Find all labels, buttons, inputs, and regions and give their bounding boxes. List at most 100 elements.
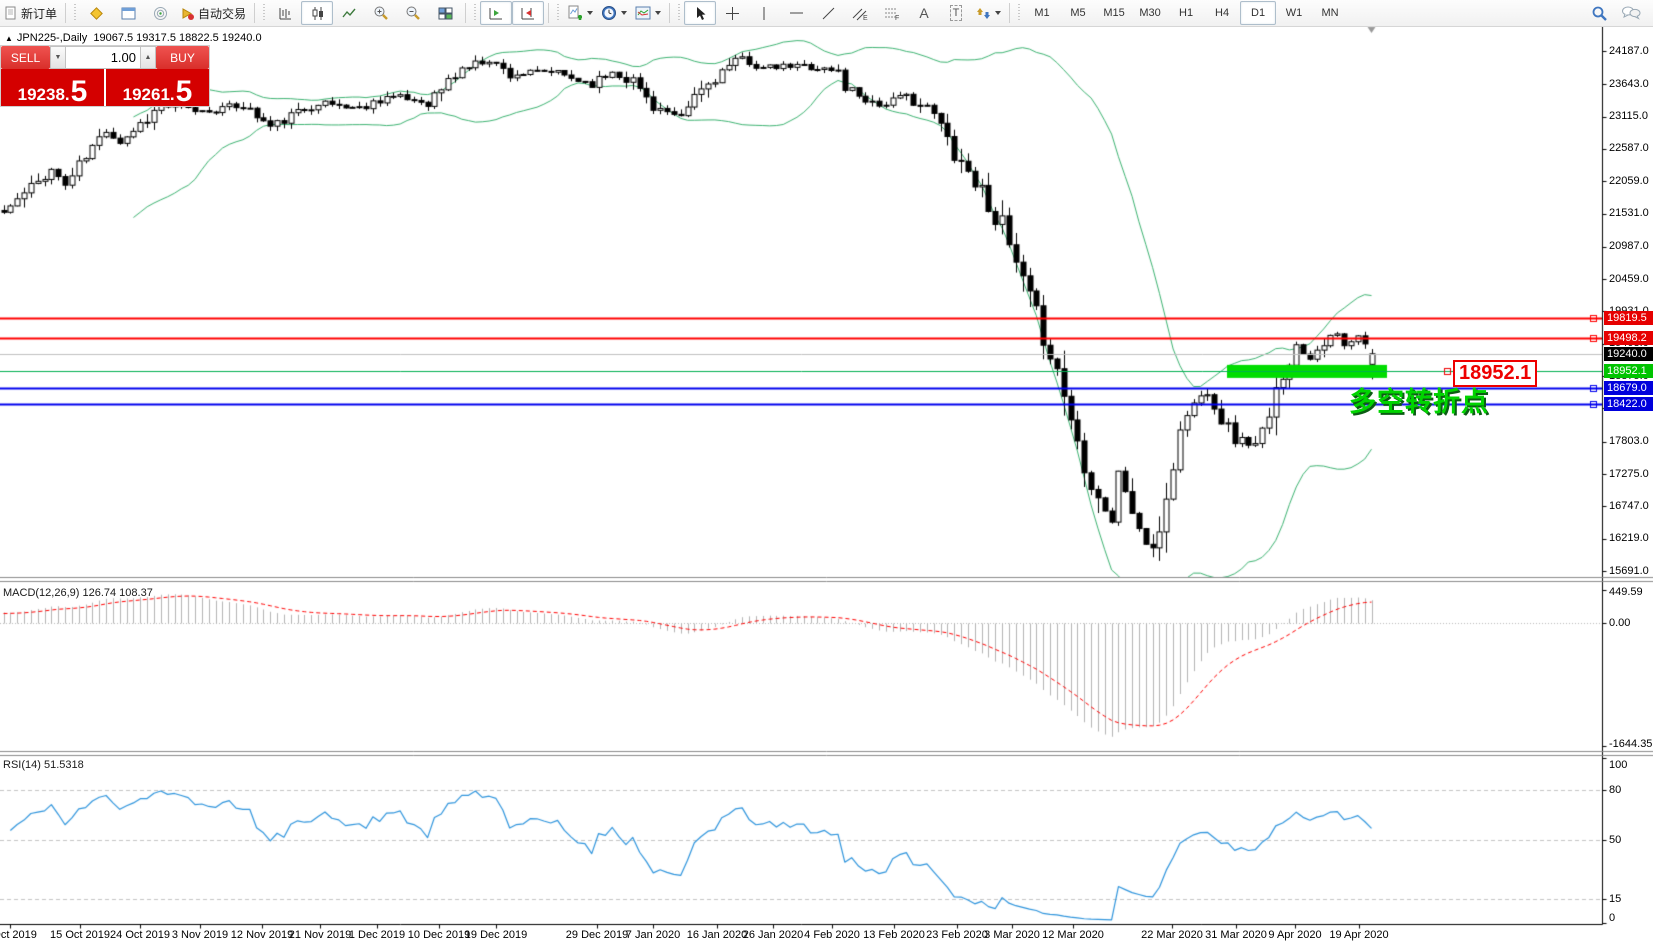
trendline-icon: [822, 7, 834, 19]
arrows-dropdown-caret[interactable]: [995, 11, 1002, 15]
date-axis-label: 3 Mar 2020: [984, 929, 1040, 941]
sell-button[interactable]: SELL: [1, 46, 50, 69]
cursor-tool-button[interactable]: [684, 1, 717, 25]
templates-button[interactable]: [631, 1, 665, 25]
crosshair-tool-button[interactable]: [716, 1, 748, 25]
separator: [465, 3, 467, 23]
strategy-tester-button[interactable]: [144, 1, 176, 25]
text-tool-button[interactable]: A: [908, 1, 940, 25]
date-axis-label: 9 Apr 2020: [1268, 929, 1322, 941]
volume-input[interactable]: [66, 46, 140, 69]
cursor-icon: [697, 6, 706, 20]
vertical-line-icon: [763, 6, 765, 20]
price-badge: 18422.0: [1604, 396, 1653, 411]
date-axis-label: 19 Apr 2020: [1329, 929, 1389, 941]
templates-dropdown-caret[interactable]: [655, 11, 662, 15]
price-badge: 19498.2: [1604, 330, 1653, 345]
zoom-out-icon: [406, 6, 420, 20]
market-watch-button[interactable]: [80, 1, 112, 25]
new-order-button[interactable]: 新订单: [0, 1, 61, 25]
zoom-in-icon: [374, 6, 388, 20]
buy-price-main: 19261: [122, 85, 170, 104]
channel-tool-button[interactable]: E: [844, 1, 876, 25]
grip: [555, 4, 562, 22]
volume-increase-button[interactable]: ▲: [140, 46, 156, 69]
chart-shift-icon: [521, 7, 535, 19]
arrows-tool-button[interactable]: [972, 1, 1005, 25]
channel-letter: E: [863, 15, 868, 21]
crosshair-icon: [725, 6, 739, 20]
indicators-button[interactable]: [563, 1, 597, 25]
grip: [676, 4, 683, 22]
expand-triangle-icon[interactable]: ▲: [5, 34, 13, 43]
zoom-in-button[interactable]: [365, 1, 397, 25]
templates-icon: [635, 6, 651, 20]
timeframe-h4-button[interactable]: H4: [1215, 7, 1230, 19]
bar-chart-button[interactable]: [269, 1, 301, 25]
macd-axis-label: 449.59: [1609, 586, 1643, 598]
date-axis-label: 26 Jan 2020: [742, 929, 804, 941]
timeframe-w1-button[interactable]: W1: [1285, 7, 1303, 19]
horizontal-line-icon: [789, 12, 803, 14]
date-axis-label: 15 Oct 2019: [50, 929, 110, 941]
buy-price-pip: 5: [175, 75, 193, 108]
price-tick-label: 22587.0: [1609, 142, 1649, 155]
chat-button[interactable]: [1615, 1, 1647, 25]
zoom-out-button[interactable]: [397, 1, 429, 25]
date-axis-label: 1 Dec 2019: [348, 929, 406, 941]
label-tool-button[interactable]: T: [940, 1, 972, 25]
auto-scroll-button[interactable]: [480, 1, 513, 25]
channel-icon: E: [852, 8, 868, 21]
bar-chart-icon: [279, 7, 291, 19]
timeframe-h1-button[interactable]: H1: [1179, 7, 1194, 19]
periods-dropdown-caret[interactable]: [621, 11, 628, 15]
separator: [1009, 3, 1011, 23]
price-badge: 19819.5: [1604, 311, 1653, 326]
macd-indicator-label: MACD(12,26,9) 126.74 108.37: [3, 587, 153, 599]
periods-button[interactable]: [597, 1, 631, 25]
indicators-dropdown-caret[interactable]: [587, 11, 594, 15]
search-button[interactable]: [1583, 1, 1615, 25]
price-tick-label: 17275.0: [1609, 467, 1649, 480]
horizontal-line-tool-button[interactable]: [780, 1, 812, 25]
timeframe-m5-button[interactable]: M5: [1070, 7, 1086, 19]
rsi-axis-label: 0: [1609, 911, 1616, 924]
timeframe-m1-button[interactable]: M1: [1034, 7, 1050, 19]
timeframe-mn-button[interactable]: MN: [1321, 7, 1339, 19]
autotrading-label: 自动交易: [198, 6, 247, 21]
date-axis-label: 22 Mar 2020: [1141, 929, 1203, 941]
timeframe-m30-button[interactable]: M30: [1139, 7, 1161, 19]
candlestick-chart-icon: [312, 6, 323, 20]
chart-shift-button[interactable]: [512, 1, 545, 25]
date-axis-label: 24 Oct 2019: [110, 929, 170, 941]
annotation-note-text[interactable]: 多空转折点: [1349, 387, 1489, 417]
support-price-label[interactable]: 18952.1: [1453, 360, 1538, 387]
timeframe-d1-button[interactable]: D1: [1240, 1, 1277, 25]
sell-price-panel[interactable]: 19238. 5: [1, 69, 104, 107]
data-window-button[interactable]: [112, 1, 144, 25]
grip: [72, 4, 79, 22]
rsi-axis-label: 15: [1609, 893, 1622, 906]
autotrading-button[interactable]: 自动交易: [176, 1, 250, 25]
sell-price-sep: .: [64, 85, 70, 104]
buy-price-panel[interactable]: 19261. 5: [106, 69, 209, 108]
rsi-axis-label: 50: [1609, 834, 1622, 847]
symbol-period: JPN225-,Daily: [16, 32, 88, 44]
timeframe-m15-button[interactable]: M15: [1103, 7, 1125, 19]
radar-icon: [153, 6, 167, 20]
buy-button[interactable]: BUY: [156, 46, 209, 69]
date-axis-label: 23 Feb 2020: [926, 929, 988, 941]
candlestick-chart-button[interactable]: [301, 1, 334, 25]
volume-decrease-button[interactable]: ▼: [50, 46, 66, 69]
date-axis-label: 4 Feb 2020: [804, 929, 860, 941]
data-window-icon: [121, 7, 136, 19]
rsi-indicator-label: RSI(14) 51.5318: [3, 759, 84, 771]
line-chart-button[interactable]: [333, 1, 365, 25]
trendline-tool-button[interactable]: [812, 1, 844, 25]
vertical-line-tool-button[interactable]: [748, 1, 780, 25]
price-tick-label: 23115.0: [1609, 110, 1648, 123]
tile-windows-button[interactable]: [429, 1, 461, 25]
fibonacci-tool-button[interactable]: F: [876, 1, 908, 25]
fibonacci-letter: F: [895, 15, 899, 21]
